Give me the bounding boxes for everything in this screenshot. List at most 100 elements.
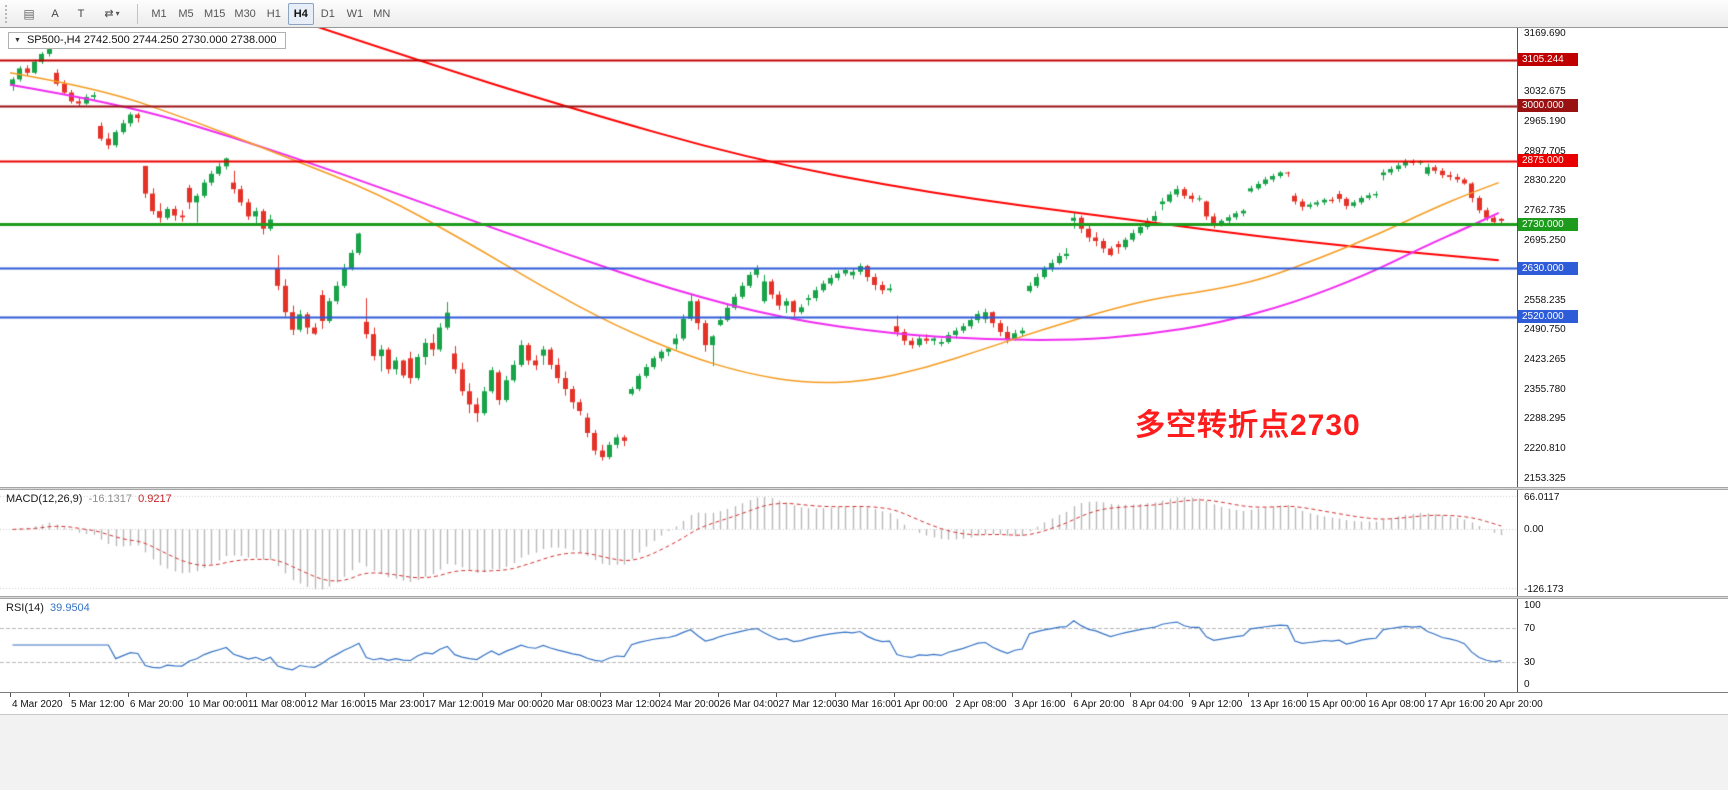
time-axis-label: 8 Apr 04:00 <box>1132 699 1184 710</box>
time-tick <box>10 693 11 697</box>
time-tick <box>540 693 542 697</box>
time-axis-label: 5 Mar 12:00 <box>70 699 125 710</box>
price-axis-label: 2423.265 <box>1524 354 1566 366</box>
chart-annotation-text: 多空转折点2730 <box>1135 409 1361 442</box>
price-axis-label: 3169.690 <box>1524 28 1566 39</box>
time-tick <box>1012 693 1014 697</box>
chart-symbol-period: SP500-,H4 <box>26 34 81 46</box>
time-tick <box>658 693 660 697</box>
time-axis-label: 4 Mar 2020 <box>12 699 63 710</box>
time-tick <box>1130 693 1132 697</box>
price-badge: 2875.000 <box>1518 154 1578 168</box>
time-axis-label: 17 Apr 16:00 <box>1427 699 1484 710</box>
macd-signal-value: 0.9217 <box>138 493 172 505</box>
time-tick <box>1425 693 1427 697</box>
time-axis-label: 26 Mar 04:00 <box>719 699 779 710</box>
price-axis-label: 2762.735 <box>1524 204 1566 216</box>
rsi-panel-canvas[interactable] <box>0 599 1517 691</box>
price-badge: 3000.000 <box>1518 99 1578 113</box>
timeframe-m5[interactable]: M5 <box>173 3 199 25</box>
time-tick <box>186 693 188 697</box>
rsi-value: 39.9504 <box>50 602 90 614</box>
price-axis-label: 100 <box>1524 600 1541 611</box>
toolbar-grip[interactable] <box>5 4 11 23</box>
chart-area: ▼ SP500-,H4 2742.500 2744.250 2730.000 2… <box>0 28 1728 790</box>
time-axis-label: 23 Mar 12:00 <box>601 699 661 710</box>
time-axis-label: 1 Apr 00:00 <box>896 699 948 710</box>
macd-main-value: -16.1317 <box>88 493 132 505</box>
time-axis-label: 19 Mar 00:00 <box>483 699 543 710</box>
time-axis-label: 10 Mar 00:00 <box>188 699 248 710</box>
arrow-tool-a-button[interactable]: A <box>43 3 67 25</box>
timeframe-w1[interactable]: W1 <box>342 3 368 25</box>
price-axis-label: 30 <box>1524 657 1536 669</box>
chart-title-text: SP500-,H4 2742.500 2744.250 2730.000 273… <box>27 34 277 46</box>
time-tick <box>1307 693 1309 697</box>
time-tick <box>481 693 483 697</box>
main-toolbar: ▤ A T ⇄ ▾ M1 M5 M15 M30 H1 H4 D1 W1 MN <box>0 0 1728 28</box>
time-axis-label: 20 Mar 08:00 <box>542 699 602 710</box>
symbol-switch-button[interactable]: ⇄ ▾ <box>95 3 129 25</box>
time-axis-label: 30 Mar 16:00 <box>837 699 897 710</box>
dropdown-caret-icon: ▾ <box>115 9 120 18</box>
price-axis-label: 3032.675 <box>1524 86 1566 98</box>
time-tick <box>68 693 70 697</box>
text-tool-t-button[interactable]: T <box>69 3 93 25</box>
price-axis-label: 70 <box>1524 622 1536 634</box>
price-axis-label: 0 <box>1524 679 1530 690</box>
timeframe-h1[interactable]: H1 <box>261 3 287 25</box>
macd-panel-canvas[interactable] <box>0 490 1517 596</box>
time-axis-label: 13 Apr 16:00 <box>1250 699 1307 710</box>
time-axis-label: 15 Mar 23:00 <box>365 699 425 710</box>
timeframe-m15[interactable]: M15 <box>200 3 229 25</box>
time-tick <box>1366 693 1368 697</box>
timeframe-buttons: M1 M5 M15 M30 H1 H4 D1 W1 MN <box>146 2 395 25</box>
price-axis-label: 2558.235 <box>1524 294 1566 306</box>
panel-separator-rsi[interactable] <box>0 596 1728 599</box>
timeframe-mn[interactable]: MN <box>369 3 395 25</box>
timeframe-m1[interactable]: M1 <box>146 3 172 25</box>
timeframe-m30[interactable]: M30 <box>230 3 259 25</box>
time-axis-label: 3 Apr 16:00 <box>1014 699 1066 710</box>
panel-separator-macd[interactable] <box>0 487 1728 490</box>
time-axis-label: 24 Mar 20:00 <box>660 699 720 710</box>
price-axis-label: 2490.750 <box>1524 324 1566 336</box>
price-axis-label: 2153.325 <box>1524 472 1566 484</box>
price-axis-label: 2695.250 <box>1524 234 1566 246</box>
time-axis-label: 20 Apr 20:00 <box>1486 699 1543 710</box>
price-badge: 2630.000 <box>1518 261 1578 275</box>
bottom-strip <box>0 714 1728 790</box>
price-axis-label: 2830.220 <box>1524 175 1566 187</box>
swap-arrows-icon: ⇄ <box>104 8 114 20</box>
price-axis-label: 66.0117 <box>1524 492 1560 503</box>
price-axis-label: 2355.780 <box>1524 383 1566 395</box>
price-axis-label: 2897.705 <box>1524 145 1566 157</box>
price-badge: 3105.244 <box>1518 53 1578 67</box>
chart-title: ▼ SP500-,H4 2742.500 2744.250 2730.000 2… <box>8 32 286 49</box>
time-axis-label: 17 Mar 12:00 <box>424 699 484 710</box>
time-tick <box>835 693 837 697</box>
rsi-name: RSI(14) <box>6 602 44 614</box>
timeframe-d1[interactable]: D1 <box>315 3 341 25</box>
chart-dropdown-icon[interactable]: ▼ <box>14 36 21 44</box>
price-badge: 2520.000 <box>1518 310 1578 324</box>
time-axis-label: 27 Mar 12:00 <box>778 699 838 710</box>
rsi-indicator-label: RSI(14) 39.9504 <box>6 602 90 614</box>
time-tick <box>953 693 955 697</box>
price-axis-label: 0.00 <box>1524 524 1544 536</box>
time-tick <box>422 693 424 697</box>
price-axis-label: 2288.295 <box>1524 413 1566 425</box>
time-tick <box>1248 693 1250 697</box>
time-axis-label: 12 Mar 16:00 <box>306 699 366 710</box>
time-tick <box>1484 693 1485 697</box>
time-tick <box>776 693 778 697</box>
time-scale[interactable]: 4 Mar 2020 5 Mar 12:00 6 Mar 20:00 10 Mar 0… <box>0 692 1728 714</box>
price-chart-canvas[interactable] <box>0 28 1517 487</box>
chart-windows-button[interactable]: ▤ <box>17 3 41 25</box>
timeframe-h4[interactable]: H4 <box>287 2 314 25</box>
time-tick <box>363 693 365 697</box>
time-tick <box>1071 693 1073 697</box>
time-tick <box>894 693 896 697</box>
time-axis-label: 15 Apr 00:00 <box>1309 699 1366 710</box>
